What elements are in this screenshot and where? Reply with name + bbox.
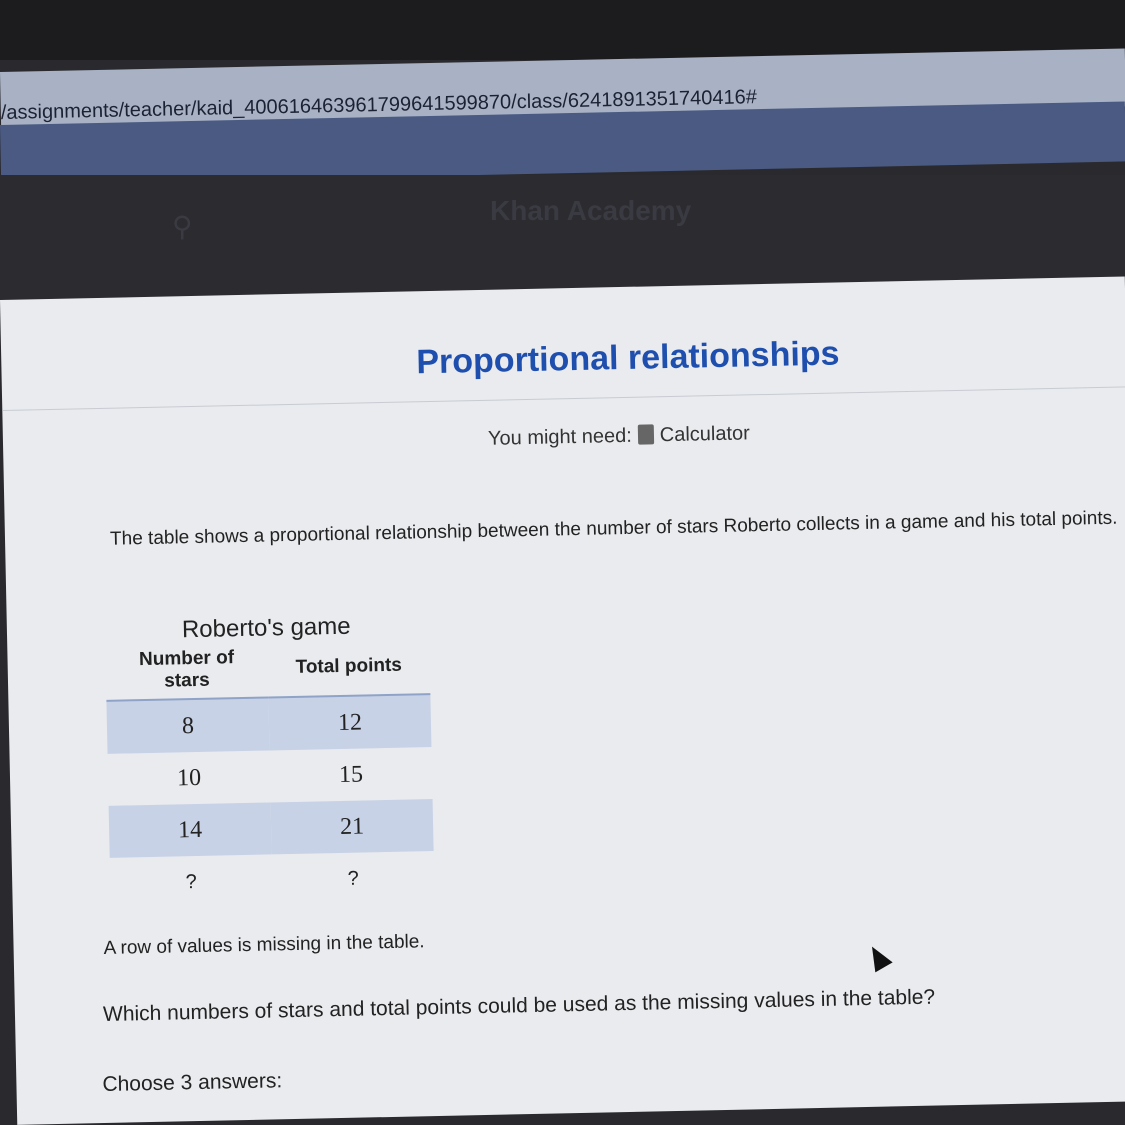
column-header: Number of stars bbox=[105, 646, 269, 701]
cell-stars: 14 bbox=[108, 802, 272, 858]
divider bbox=[2, 386, 1125, 411]
page-title: Proportional relationships bbox=[415, 334, 840, 382]
table-header-row: Number of stars Total points bbox=[105, 643, 431, 701]
cell-points: ? bbox=[347, 867, 359, 890]
cell-points: 21 bbox=[270, 799, 434, 855]
question-prompt: The table shows a proportional relations… bbox=[109, 507, 1118, 550]
cell-points: 12 bbox=[268, 694, 432, 751]
calculator-link[interactable]: Calculator bbox=[659, 422, 751, 447]
cell-stars: 10 bbox=[176, 764, 202, 791]
table-row: 10 15 bbox=[108, 747, 433, 806]
exercise-page: Proportional relationships You might nee… bbox=[0, 276, 1125, 1125]
table-row: 14 21 bbox=[108, 799, 434, 858]
screen-bezel bbox=[0, 0, 1125, 60]
question-text: Which numbers of stars and total points … bbox=[102, 985, 936, 1026]
table-row: ? ? bbox=[110, 851, 435, 910]
cell-stars: ? bbox=[185, 870, 198, 893]
choose-instruction: Choose 3 answers: bbox=[102, 1069, 283, 1097]
khan-academy-logo[interactable]: Khan Academy bbox=[490, 195, 692, 226]
you-might-need: You might need: Calculator bbox=[488, 422, 750, 450]
you-might-need-label: You might need: bbox=[487, 424, 633, 450]
missing-row-note: A row of values is missing in the table. bbox=[103, 931, 425, 959]
table-row: 8 12 bbox=[106, 694, 432, 754]
search-icon[interactable]: ⚲ bbox=[172, 211, 193, 242]
calculator-icon[interactable] bbox=[637, 424, 654, 445]
data-table: Number of stars Total points 8 12 10 15 … bbox=[105, 643, 434, 910]
cell-points: 15 bbox=[338, 761, 364, 788]
cell-stars: 8 bbox=[106, 697, 270, 754]
table-title: Roberto's game bbox=[181, 612, 351, 644]
column-header: Total points bbox=[267, 643, 431, 698]
